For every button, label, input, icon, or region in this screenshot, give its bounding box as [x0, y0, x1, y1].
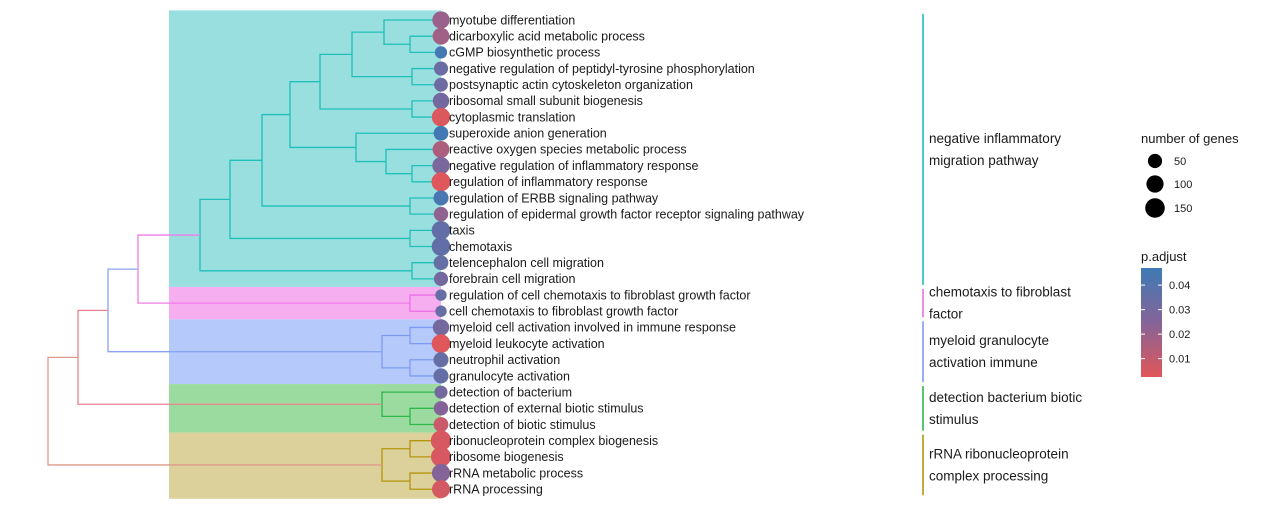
- term-label: telencephalon cell migration: [449, 256, 604, 270]
- term-dot: [434, 46, 448, 59]
- term-labels: myotube differentiation dicarboxylic acid…: [449, 13, 805, 496]
- term-label: cGMP biosynthetic process: [449, 46, 600, 60]
- term-dot: [433, 368, 449, 384]
- cluster-label: rRNA ribonucleoprotein: [929, 446, 1069, 461]
- term-dot: [433, 417, 449, 432]
- size-legend-label: 50: [1174, 156, 1186, 168]
- cluster-label: stimulus: [929, 412, 979, 427]
- term-label: myeloid leukocyte activation: [449, 337, 605, 351]
- term-label: neutrophil activation: [449, 353, 560, 367]
- color-legend-label: 0.02: [1169, 329, 1190, 341]
- size-legend-title: number of genes: [1141, 131, 1239, 146]
- term-label: ribosomal small subunit biogenesis: [449, 94, 643, 108]
- term-dot: [431, 172, 451, 192]
- term-dot: [431, 107, 451, 127]
- term-dot: [434, 385, 448, 399]
- cluster-annotations: negative inflammatory migration pathway ch…: [922, 13, 1082, 496]
- term-label: granulocyte activation: [449, 369, 570, 383]
- cluster-label: activation immune: [929, 355, 1038, 370]
- cluster-label: migration pathway: [929, 153, 1039, 168]
- size-legend-dot: [1147, 153, 1163, 169]
- color-legend-label: 0.03: [1169, 305, 1190, 317]
- term-dot: [431, 463, 451, 483]
- term-label: rRNA processing: [449, 483, 543, 497]
- term-label: negative regulation of peptidyl-tyrosine…: [449, 62, 755, 76]
- term-label: reactive oxygen species metabolic proces…: [449, 143, 687, 157]
- term-label: dicarboxylic acid metabolic process: [449, 29, 645, 43]
- term-dot: [433, 206, 449, 222]
- term-dot: [431, 237, 451, 256]
- cluster-band: [169, 432, 441, 499]
- term-label: superoxide anion generation: [449, 127, 607, 141]
- term-label: regulation of ERBB signaling pathway: [449, 191, 659, 205]
- term-dot: [435, 289, 447, 301]
- cluster-label: negative inflammatory: [929, 131, 1061, 146]
- term-dot: [432, 156, 450, 175]
- size-legend-label: 100: [1174, 179, 1192, 191]
- size-legend-dot: [1145, 198, 1165, 218]
- term-dot: [434, 77, 448, 92]
- term-dot: [435, 305, 447, 317]
- term-dot: [433, 190, 449, 206]
- cluster-backgrounds: [169, 10, 441, 499]
- color-legend-bar: [1141, 268, 1162, 377]
- term-dot: [433, 61, 449, 76]
- term-dot: [432, 140, 450, 158]
- dendrogram-branch: [47, 356, 382, 466]
- cluster-label: complex processing: [929, 468, 1048, 483]
- color-legend-title: p.adjust: [1141, 249, 1187, 264]
- size-legend-dot: [1146, 175, 1164, 193]
- legends: number of genes 50 100 150 p.adjust 0.04 0.03 0…: [1141, 131, 1239, 377]
- term-label: negative regulation of inflammatory resp…: [449, 159, 698, 173]
- term-label: ribosome biogenesis: [449, 450, 564, 464]
- term-dot: [431, 334, 451, 353]
- term-label: rRNA metabolic process: [449, 466, 583, 480]
- term-dot: [433, 352, 449, 368]
- term-label: detection of biotic stimulus: [449, 418, 596, 432]
- term-label: detection of external biotic stimulus: [449, 402, 644, 416]
- term-dot: [433, 401, 449, 416]
- term-label: detection of bacterium: [449, 385, 572, 399]
- term-label: taxis: [449, 224, 475, 238]
- term-dot: [432, 92, 450, 110]
- color-legend-label: 0.04: [1169, 280, 1190, 292]
- term-dot: [433, 125, 449, 141]
- term-label: regulation of inflammatory response: [449, 175, 648, 189]
- term-dot: [431, 221, 451, 240]
- term-dot: [432, 11, 450, 29]
- term-label: ribonucleoprotein complex biogenesis: [449, 434, 658, 448]
- color-legend-label: 0.01: [1169, 354, 1190, 366]
- cluster-label: factor: [929, 307, 963, 322]
- cluster-band: [169, 384, 441, 433]
- cluster-label: detection bacterium biotic: [929, 390, 1082, 405]
- term-label: myotube differentiation: [449, 13, 575, 27]
- term-label: postsynaptic actin cytoskeleton organiza…: [449, 78, 693, 92]
- term-dots: [430, 11, 452, 499]
- term-dot: [433, 255, 449, 271]
- term-label: cell chemotaxis to fibroblast growth fac…: [449, 305, 678, 319]
- term-dot: [431, 480, 451, 499]
- cluster-band: [169, 10, 441, 287]
- term-label: forebrain cell migration: [449, 272, 575, 286]
- term-dot: [432, 27, 450, 45]
- term-dot: [430, 430, 452, 451]
- term-dot: [430, 446, 452, 467]
- term-dot: [432, 319, 450, 336]
- term-label: regulation of cell chemotaxis to fibrobl…: [449, 288, 751, 302]
- term-label: cytoplasmic translation: [449, 110, 575, 124]
- cluster-label: chemotaxis to fibroblast: [929, 285, 1071, 300]
- term-label: myeloid cell activation involved in immu…: [449, 321, 736, 335]
- size-legend-label: 150: [1174, 203, 1192, 215]
- term-label: chemotaxis: [449, 240, 512, 254]
- dendrogram: [47, 19, 437, 490]
- term-dot: [433, 271, 449, 286]
- cluster-label: myeloid granulocyte: [929, 333, 1049, 348]
- term-label: regulation of epidermal growth factor re…: [449, 207, 805, 221]
